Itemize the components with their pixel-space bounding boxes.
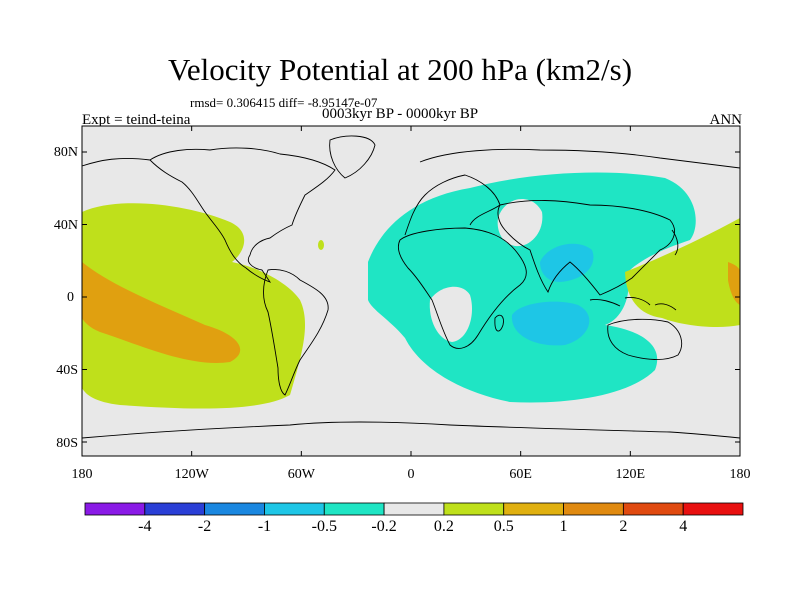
asia-coast	[497, 200, 675, 296]
lon-labels: 180 120W 60W 0 60E 120E 180	[72, 467, 751, 482]
colorbar-label: -1	[258, 518, 271, 535]
colorbar-label: 2	[619, 518, 627, 535]
colorbar-box	[682, 502, 744, 516]
plot-title: Velocity Potential at 200 hPa (km2/s)	[167, 52, 633, 87]
period-label: 0003kyr BP - 0000kyr BP	[321, 106, 479, 122]
colorbar-label: -4	[138, 518, 151, 535]
lat-label-40s: 40S	[56, 363, 78, 378]
colorbar-box	[264, 502, 325, 516]
colorbar-box	[323, 502, 385, 516]
colorbar-label: -0.2	[371, 518, 396, 535]
colorbar-box	[443, 502, 505, 516]
lon-label-0: 0	[408, 467, 415, 482]
east-edge-orange	[728, 262, 740, 305]
south-america-coast	[263, 269, 329, 396]
colorbar-box	[383, 502, 445, 516]
europe-coast	[404, 174, 501, 236]
north-america-coast	[149, 147, 336, 283]
small-positive-patch	[318, 240, 324, 250]
stats-subtitle: rmsd= 0.306415 diff= -8.95147e-07	[190, 95, 378, 110]
colorbar-box	[622, 502, 684, 516]
lon-ticks	[81, 126, 741, 456]
pacific-positive-region	[82, 203, 306, 409]
lon-label-60w: 60W	[288, 467, 316, 482]
colorbar-label: -0.5	[312, 518, 337, 535]
lat-labels: 80N 40N 0 40S 80S	[54, 145, 78, 451]
experiment-label: Expt = teind-teina	[82, 112, 191, 128]
lon-label-180e: 180	[730, 467, 751, 482]
colorbar-label: 4	[679, 518, 687, 535]
lon-label-120w: 120W	[175, 467, 210, 482]
southern-africa-neutral-hole	[429, 286, 472, 342]
west-pacific-positive-region	[625, 218, 740, 328]
south-asia-blue-core	[540, 243, 594, 282]
colorbar-box	[204, 502, 265, 516]
lat-label-40n: 40N	[54, 218, 78, 233]
indian-ocean-blue-core	[511, 301, 590, 346]
lon-label-180w: 180	[72, 467, 93, 482]
lat-label-80s: 80S	[56, 436, 78, 451]
africa-coast	[397, 227, 527, 349]
colorbar	[84, 502, 744, 516]
colorbar-label: 0.2	[434, 518, 454, 535]
pacific-orange-core	[82, 262, 241, 363]
lon-label-60e: 60E	[509, 467, 532, 482]
season-label: ANN	[709, 112, 743, 128]
colorbar-label: 0.5	[494, 518, 514, 535]
colorbar-box	[84, 502, 146, 516]
antarctica-coast	[82, 421, 740, 439]
colorbar-labels: -4 -2 -1 -0.5 -0.2 0.2 0.5 1 2 4	[138, 518, 687, 535]
japan-coast	[671, 229, 679, 256]
lat-label-0: 0	[67, 290, 74, 305]
colorbar-box	[503, 502, 564, 516]
colorbar-label: -2	[198, 518, 211, 535]
colorbar-box	[563, 502, 624, 516]
greenland-coast	[329, 135, 376, 179]
colorbar-box	[144, 502, 206, 516]
maritime-coast	[589, 297, 677, 311]
arctic-coast	[82, 148, 740, 169]
colorbar-label: 1	[560, 518, 568, 535]
coastlines	[82, 135, 740, 439]
lat-ticks	[82, 151, 740, 443]
australia-coast	[607, 318, 683, 360]
madagascar-coast	[494, 314, 504, 332]
lat-label-80n: 80N	[54, 145, 78, 160]
lon-label-120e: 120E	[616, 467, 646, 482]
